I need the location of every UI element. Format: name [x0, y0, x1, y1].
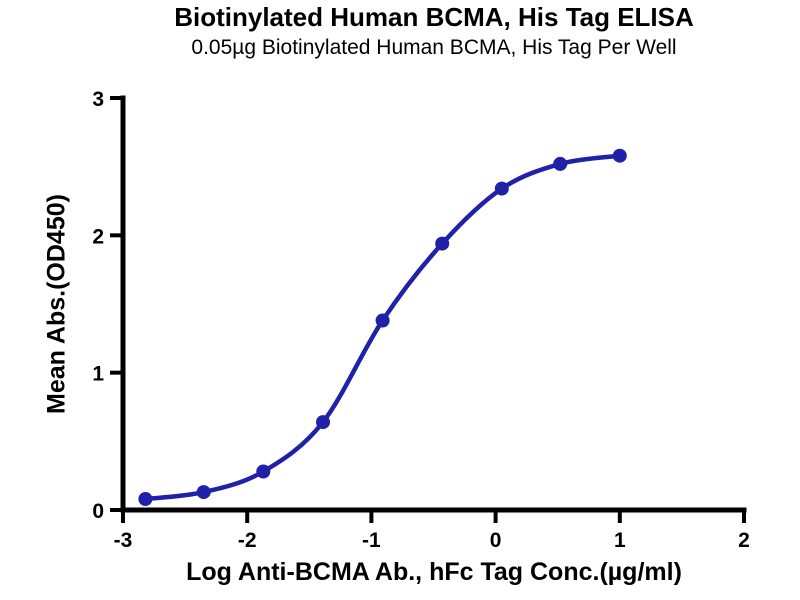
x-axis-label: Log Anti-BCMA Ab., hFc Tag Conc.(µg/ml) [186, 558, 682, 586]
data-point [435, 236, 450, 251]
x-tick-label: 1 [614, 529, 626, 552]
data-point [316, 415, 330, 430]
data-point [612, 148, 627, 163]
data-point [553, 156, 568, 171]
data-point [138, 492, 153, 506]
y-tick-label: 0 [92, 500, 104, 523]
chart-title: Biotinylated Human BCMA, His Tag ELISA [174, 2, 694, 32]
data-point [256, 464, 271, 479]
data-point [196, 485, 211, 500]
data-point [375, 313, 390, 328]
y-tick-label: 1 [92, 363, 104, 386]
x-tick-label: 2 [738, 529, 750, 552]
x-tick-label: 0 [490, 529, 502, 552]
y-tick-label: 3 [92, 88, 104, 111]
x-tick-label: -3 [114, 529, 133, 552]
chart-subtitle: 0.05µg Biotinylated Human BCMA, His Tag … [191, 36, 677, 59]
y-tick-label: 2 [92, 225, 104, 248]
x-tick-label: -1 [362, 529, 381, 552]
data-point [494, 181, 509, 196]
x-tick-label: -2 [238, 529, 257, 552]
y-axis-label: Mean Abs.(OD450) [42, 194, 71, 414]
